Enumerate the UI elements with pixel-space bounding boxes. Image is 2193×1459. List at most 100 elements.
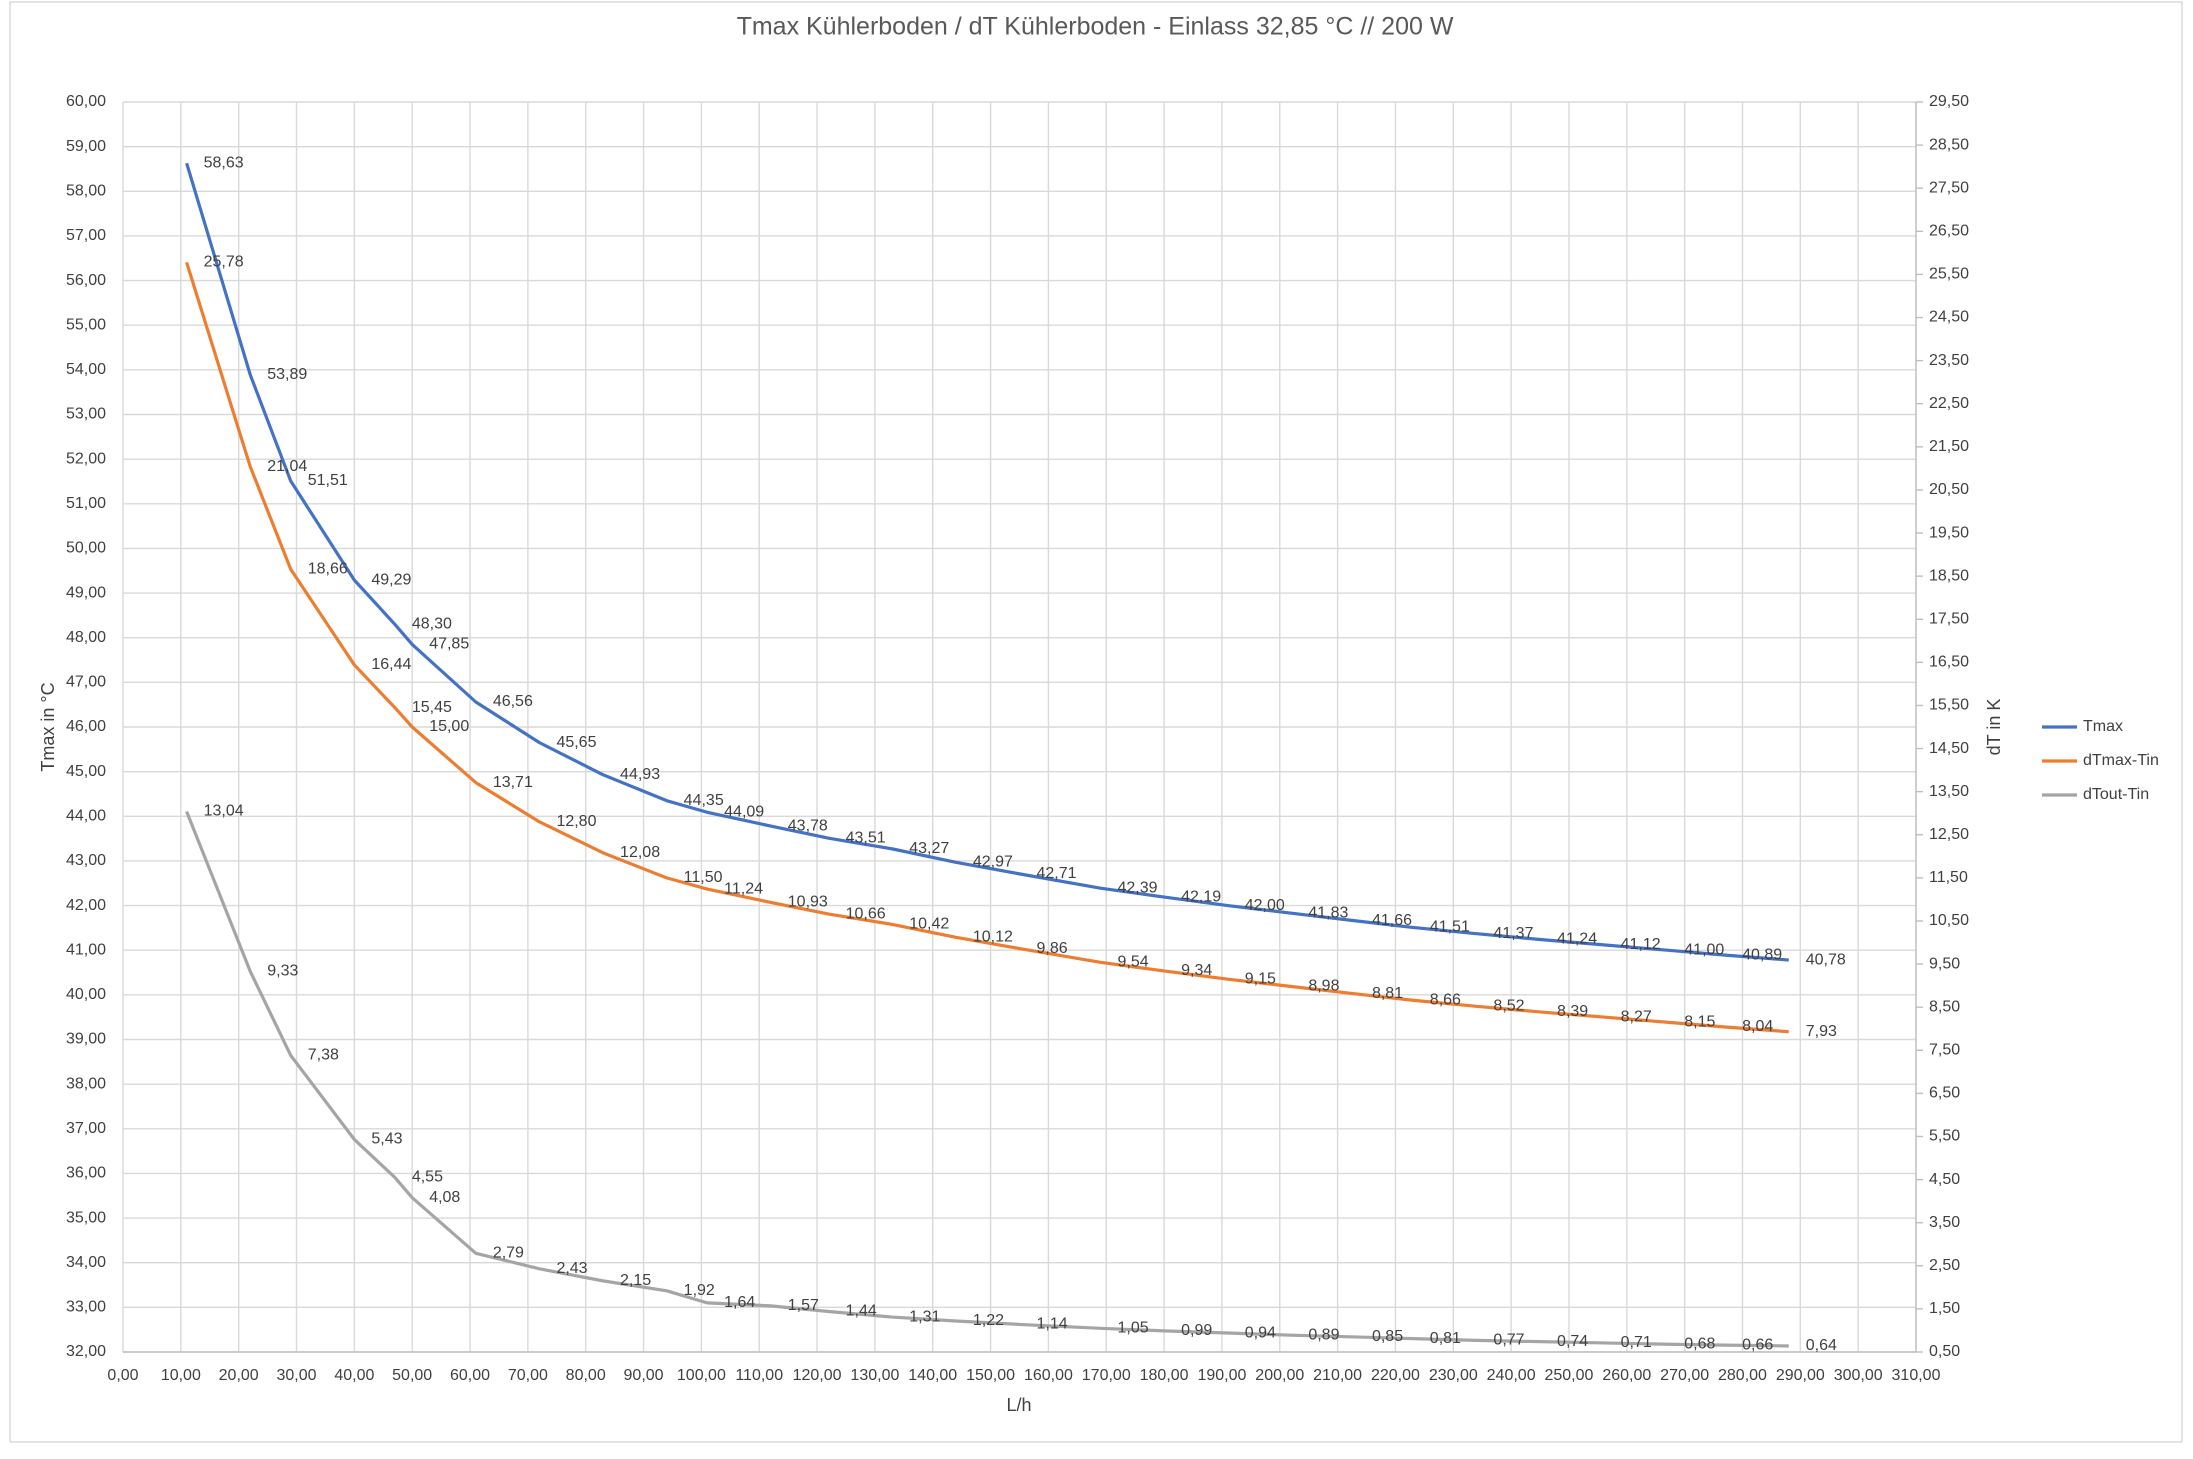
y2-tick-label: 18,50 [1929,567,1969,584]
y-tick-label: 50,00 [66,540,106,557]
x-tick-label: 220,00 [1371,1367,1420,1384]
y-tick-label: 57,00 [66,227,106,244]
y2-tick-label: 24,50 [1929,309,1969,326]
y-tick-label: 35,00 [66,1209,106,1226]
y2-tick-label: 6,50 [1929,1085,1960,1102]
y2-tick-label: 1,50 [1929,1300,1960,1317]
data-label: 8,98 [1308,978,1339,995]
data-label: 51,51 [308,472,348,489]
data-label: 12,80 [556,813,596,830]
data-label: 2,43 [556,1260,587,1277]
data-label: 0,81 [1430,1330,1461,1347]
data-label: 0,71 [1621,1334,1652,1351]
series-line [185,261,1789,1034]
y-tick-label: 49,00 [66,584,106,601]
y-tick-label: 55,00 [66,316,106,333]
x-tick-label: 90,00 [624,1367,664,1384]
data-label: 42,00 [1245,897,1285,914]
data-label: 42,39 [1117,879,1157,896]
data-label: 4,08 [429,1189,460,1206]
y-tick-label: 59,00 [66,138,106,155]
data-label: 41,00 [1684,941,1724,958]
data-label: 0,99 [1181,1322,1212,1339]
data-label: 13,71 [493,774,533,791]
y2-tick-label: 5,50 [1929,1128,1960,1145]
data-label: 0,74 [1557,1333,1588,1350]
y2-tick-label: 16,50 [1929,654,1969,671]
data-label: 8,81 [1372,985,1403,1002]
y2-tick-label: 10,50 [1929,912,1969,929]
y2-tick-label: 3,50 [1929,1214,1960,1231]
y2-tick-label: 4,50 [1929,1171,1960,1188]
data-label: 0,85 [1372,1328,1403,1345]
x-tick-label: 120,00 [793,1367,842,1384]
x-tick-label: 40,00 [334,1367,374,1384]
x-tick-label: 20,00 [219,1367,259,1384]
y-tick-label: 48,00 [66,629,106,646]
x-tick-label: 130,00 [850,1367,899,1384]
y2-tick-label: 17,50 [1929,610,1969,627]
data-label: 47,85 [429,636,469,653]
y2-tick-label: 27,50 [1929,179,1969,196]
y-axis-title: Tmax in °C [38,682,58,771]
y2-tick-label: 29,50 [1929,93,1969,110]
data-label: 0,94 [1245,1324,1276,1341]
y-tick-label: 37,00 [66,1120,106,1137]
data-label: 9,33 [267,963,298,980]
legend-label: dTmax-Tin [2083,752,2159,769]
data-label: 41,51 [1430,919,1470,936]
x-tick-label: 60,00 [450,1367,490,1384]
data-label: 41,12 [1621,936,1661,953]
data-label: 5,43 [371,1131,402,1148]
data-label: 1,14 [1037,1316,1068,1333]
data-label: 48,30 [412,616,452,633]
data-label: 10,66 [846,905,886,922]
data-label: 1,57 [788,1297,819,1314]
data-label: 9,15 [1245,970,1276,987]
y2-tick-label: 13,50 [1929,783,1969,800]
data-label: 44,93 [620,766,660,783]
data-label: 41,24 [1557,931,1597,948]
data-label: 18,66 [308,560,348,577]
data-label: 1,44 [846,1303,877,1320]
data-label: 8,15 [1684,1013,1715,1030]
data-label: 0,89 [1308,1326,1339,1343]
x-tick-label: 240,00 [1487,1367,1536,1384]
data-label: 40,89 [1742,946,1782,963]
x-tick-label: 180,00 [1140,1367,1189,1384]
x-tick-label: 150,00 [966,1367,1015,1384]
x-tick-label: 0,00 [107,1367,138,1384]
y2-tick-label: 9,50 [1929,955,1960,972]
data-label: 10,93 [788,894,828,911]
y-tick-label: 51,00 [66,495,106,512]
y-tick-label: 46,00 [66,718,106,735]
data-label: 0,77 [1493,1332,1524,1349]
data-label: 44,09 [724,803,764,820]
data-label: 2,15 [620,1272,651,1289]
y-tick-label: 52,00 [66,450,106,467]
data-label: 43,51 [846,829,886,846]
y-tick-label: 33,00 [66,1299,106,1316]
y2-tick-label: 21,50 [1929,438,1969,455]
data-label: 45,65 [556,734,596,751]
y2-axis-title: dT in K [1984,699,2004,756]
x-tick-label: 100,00 [677,1367,726,1384]
data-label: 1,64 [724,1294,755,1311]
data-label: 1,31 [909,1308,940,1325]
y2-tick-label: 8,50 [1929,998,1960,1015]
x-tick-label: 250,00 [1544,1367,1593,1384]
x-tick-label: 160,00 [1024,1367,1073,1384]
x-tick-label: 50,00 [392,1367,432,1384]
data-label: 49,29 [371,571,411,588]
chart-title: Tmax Kühlerboden / dT Kühlerboden - Einl… [737,13,1454,41]
data-label: 21,04 [267,458,307,475]
data-label: 0,68 [1684,1335,1715,1352]
x-tick-label: 280,00 [1718,1367,1767,1384]
x-tick-label: 140,00 [908,1367,957,1384]
x-tick-label: 260,00 [1602,1367,1651,1384]
y-tick-label: 60,00 [66,93,106,110]
x-tick-label: 80,00 [566,1367,606,1384]
x-tick-label: 110,00 [735,1367,783,1384]
y-tick-label: 58,00 [66,183,106,200]
